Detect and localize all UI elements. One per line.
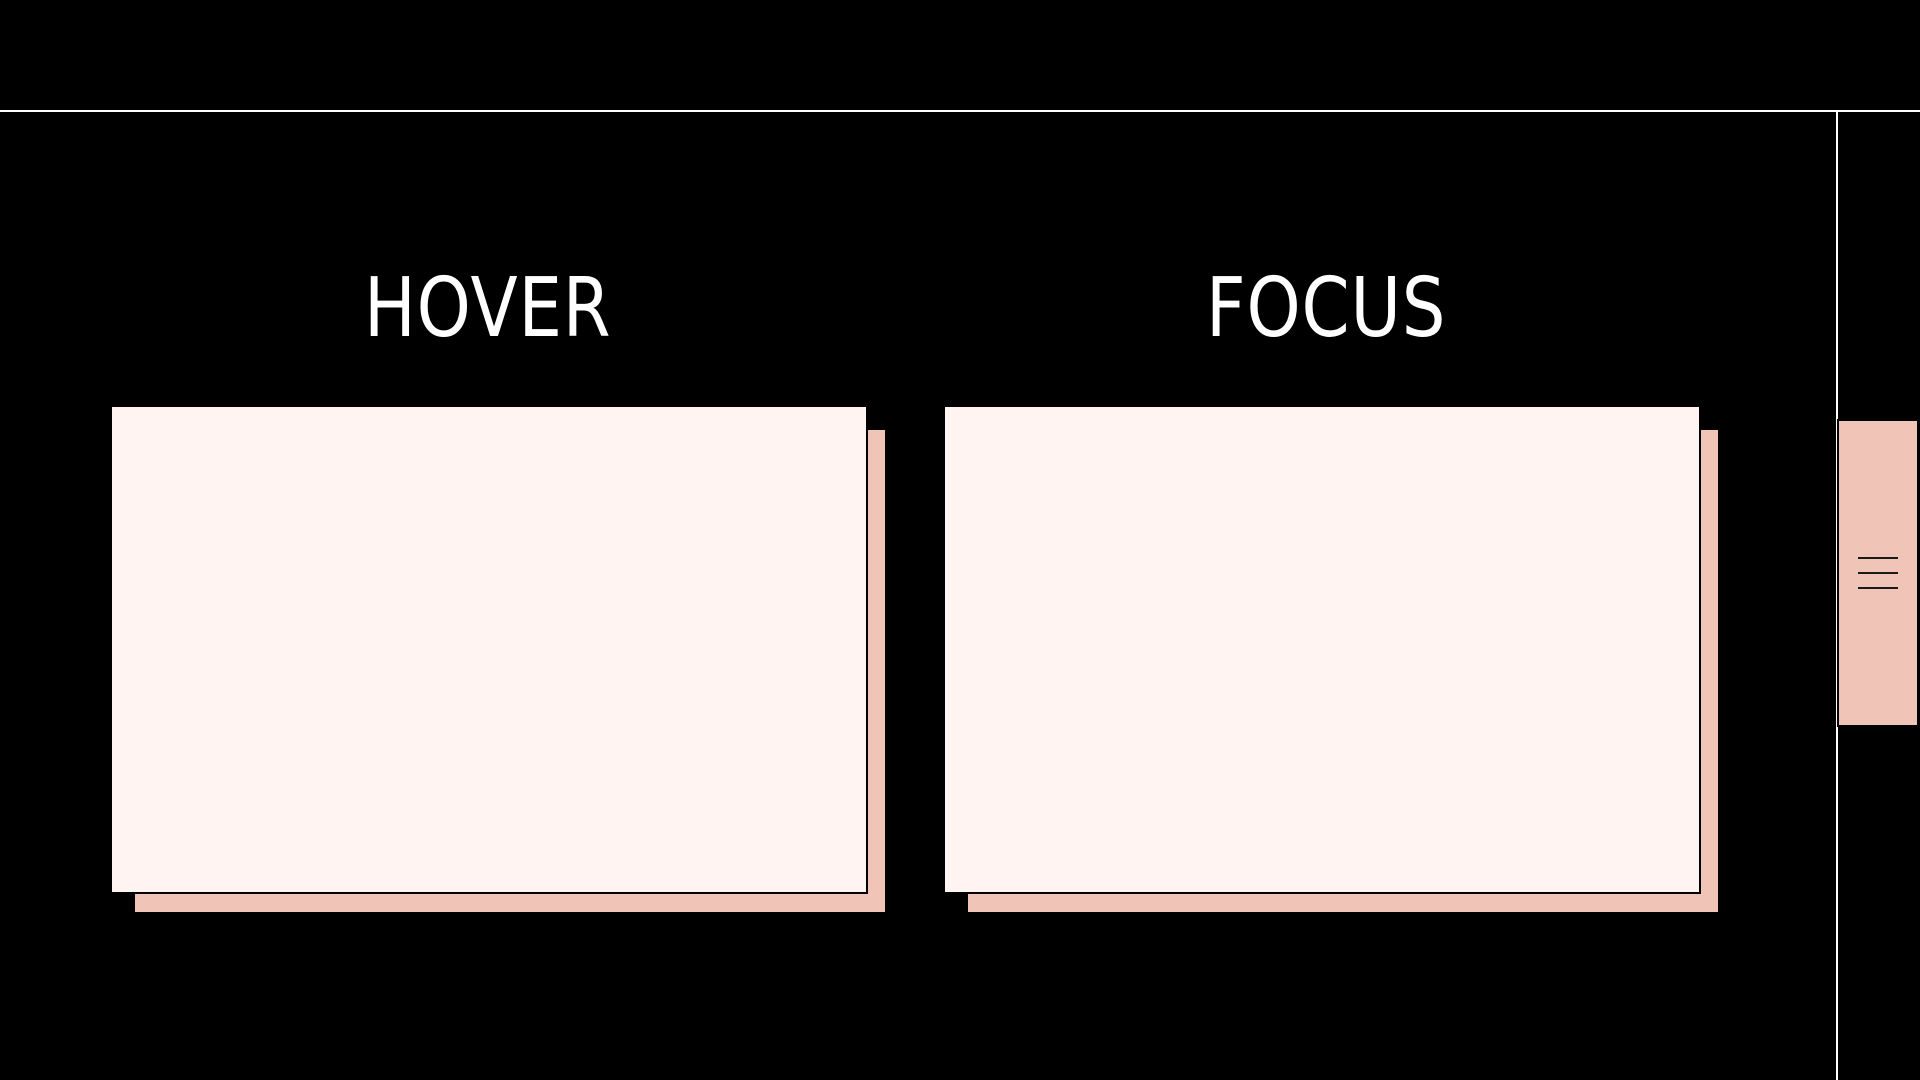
menu-icon-line (1858, 587, 1898, 589)
hover-card[interactable] (110, 405, 868, 894)
menu-icon-line (1858, 572, 1898, 574)
hamburger-menu-icon (1858, 557, 1898, 589)
side-menu-tab[interactable] (1837, 419, 1919, 727)
hover-heading: HOVER (364, 261, 612, 356)
top-divider (0, 110, 1920, 112)
focus-card[interactable] (943, 405, 1701, 894)
menu-icon-line (1858, 557, 1898, 559)
focus-heading: FOCUS (1206, 261, 1447, 356)
